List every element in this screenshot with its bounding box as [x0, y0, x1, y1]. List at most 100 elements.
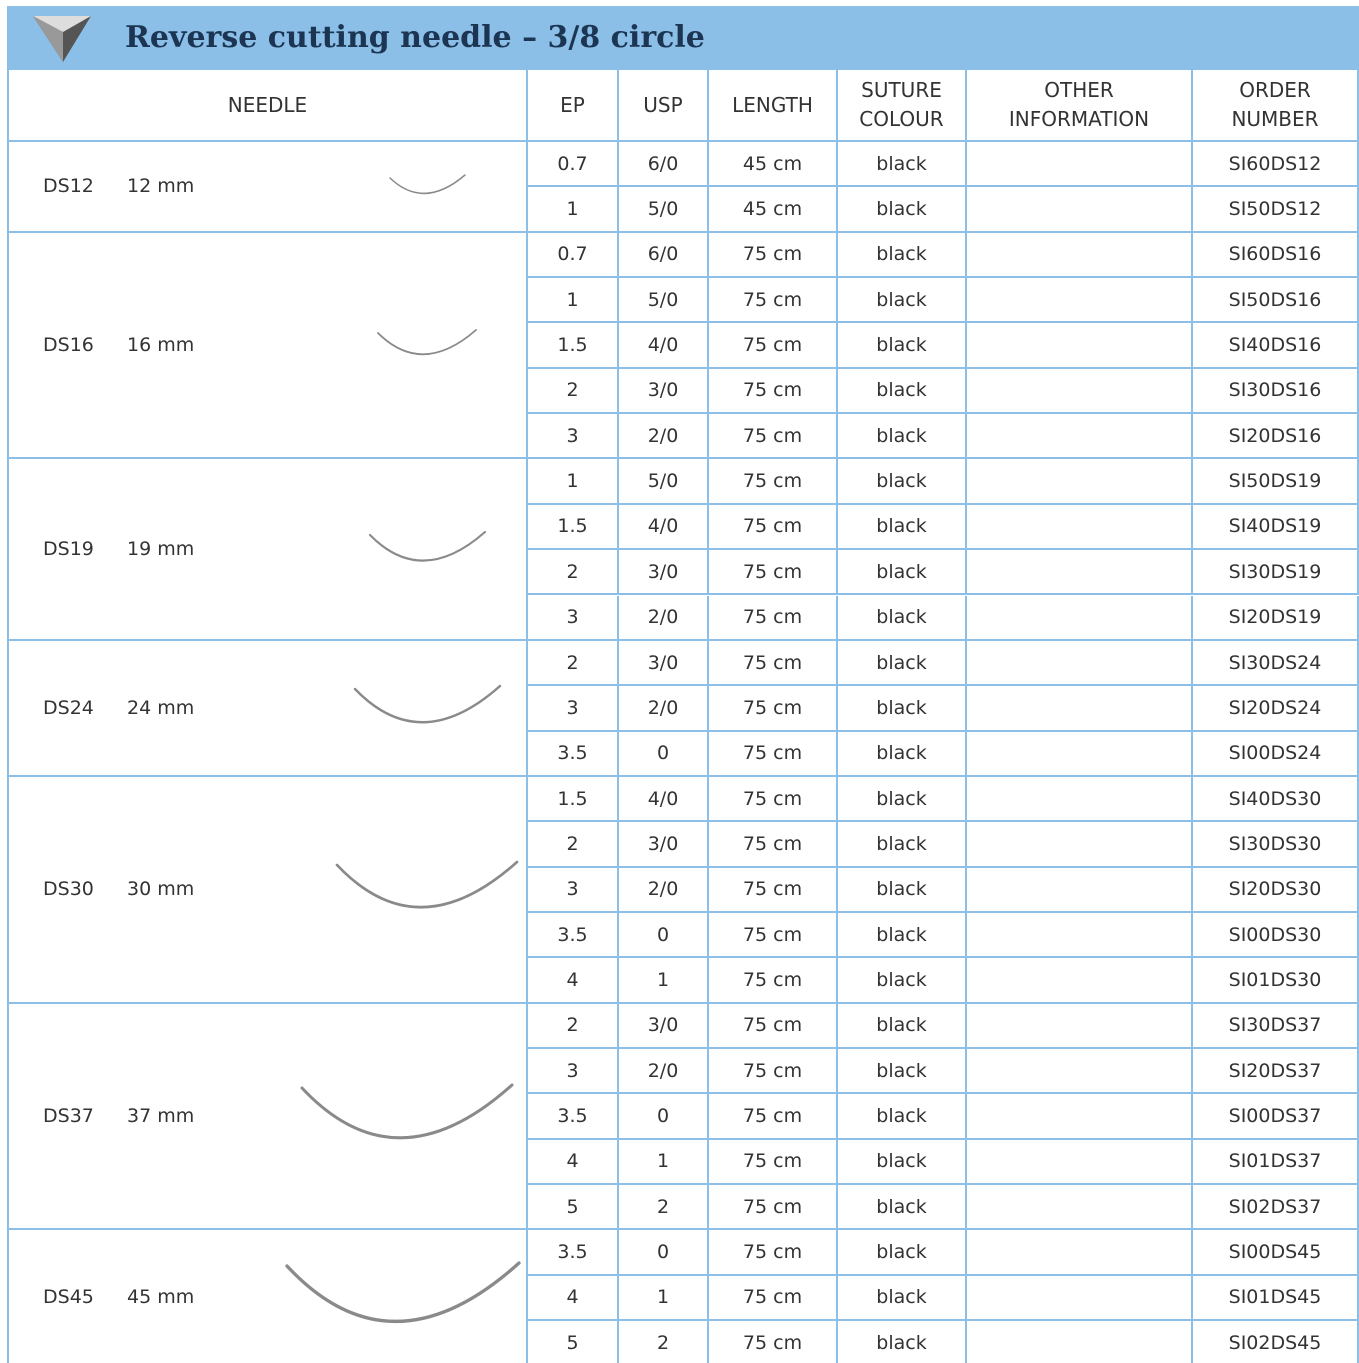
length: 75 cm: [742, 1059, 803, 1082]
length-cell: 75 cm: [709, 550, 838, 596]
suture-colour-cell: black: [838, 776, 967, 823]
ep: 3: [566, 878, 579, 901]
suture-colour-cell: black: [838, 368, 967, 415]
ep: 1.5: [557, 334, 588, 357]
length: 75 cm: [742, 1331, 803, 1354]
usp: 4/0: [647, 787, 679, 810]
usp-cell: 6/0: [619, 142, 709, 188]
suture-colour-cell: black: [838, 187, 967, 233]
suture-colour: black: [876, 878, 927, 901]
usp-cell: 0: [619, 1094, 709, 1140]
table: NEEDLE EP USP LENGTH SUTURE COLOUR OTHER INFO…: [0, 70, 1359, 1363]
other-information-cell: [967, 550, 1193, 596]
ep-cell: 1.5: [528, 504, 619, 551]
order-number-cell: SI30DS16: [1193, 368, 1359, 415]
order-number-cell: SI00DS24: [1193, 731, 1359, 777]
length-cell: 75 cm: [709, 278, 838, 324]
header-text: EP: [560, 92, 585, 117]
ep-cell: 0.7: [528, 232, 619, 279]
usp-cell: 4/0: [619, 504, 709, 551]
needle-image: [335, 860, 519, 909]
length-cell: 45 cm: [709, 187, 838, 233]
usp: 0: [656, 1241, 670, 1264]
ep-cell: 4: [528, 1275, 619, 1322]
title-bar: Reverse cutting needle – 3/8 circle: [7, 6, 1359, 70]
suture-colour-cell: black: [838, 912, 967, 959]
usp: 0: [656, 1105, 670, 1128]
suture-colour: black: [876, 1286, 927, 1309]
usp: 6/0: [647, 243, 679, 266]
suture-colour: black: [876, 515, 927, 538]
usp: 3/0: [647, 379, 679, 402]
needle-image: [368, 530, 486, 562]
usp: 0: [656, 923, 670, 946]
usp: 4/0: [647, 334, 679, 357]
order-number: SI30DS16: [1228, 379, 1322, 402]
suture-colour: black: [876, 1014, 927, 1037]
length: 75 cm: [742, 1286, 803, 1309]
length-cell: 75 cm: [709, 822, 838, 868]
order-number: SI50DS16: [1228, 288, 1322, 311]
other-information-cell: [967, 278, 1193, 324]
ep-cell: 3.5: [528, 1094, 619, 1140]
length-cell: 75 cm: [709, 1003, 838, 1049]
length-cell: 75 cm: [709, 1094, 838, 1140]
usp: 2/0: [647, 1059, 679, 1082]
ep: 4: [566, 1286, 579, 1309]
order-number-cell: SI60DS12: [1193, 142, 1359, 188]
ep-cell: 5: [528, 1185, 619, 1231]
ep: 1.5: [557, 787, 588, 810]
ep: 1: [566, 198, 579, 221]
column-header: LENGTH: [709, 70, 838, 142]
other-information-cell: [967, 1185, 1193, 1231]
order-number-cell: SI00DS37: [1193, 1094, 1359, 1140]
order-number: SI20DS19: [1228, 606, 1322, 629]
order-number: SI40DS30: [1228, 787, 1322, 810]
usp: 5/0: [647, 288, 679, 311]
ep: 3: [566, 606, 579, 629]
order-number-cell: SI01DS37: [1193, 1139, 1359, 1186]
length: 75 cm: [742, 334, 803, 357]
suture-colour: black: [876, 152, 927, 175]
usp-cell: 1: [619, 1139, 709, 1186]
usp: 5/0: [647, 470, 679, 493]
usp: 2/0: [647, 606, 679, 629]
needle-size: 16 mm: [127, 334, 195, 357]
suture-colour: black: [876, 606, 927, 629]
ep-cell: 5: [528, 1321, 619, 1363]
length: 75 cm: [742, 742, 803, 765]
suture-colour-cell: black: [838, 232, 967, 279]
ep: 1.5: [557, 515, 588, 538]
needle-size: 30 mm: [127, 878, 195, 901]
other-information-cell: [967, 1275, 1193, 1322]
suture-colour-cell: black: [838, 595, 967, 641]
header-text: LENGTH: [732, 92, 813, 117]
length-cell: 75 cm: [709, 958, 838, 1004]
usp-cell: 1: [619, 1275, 709, 1322]
length: 75 cm: [742, 1241, 803, 1264]
usp: 2/0: [647, 878, 679, 901]
length: 75 cm: [742, 243, 803, 266]
suture-colour-cell: black: [838, 1275, 967, 1322]
length-cell: 75 cm: [709, 1321, 838, 1363]
order-number-cell: SI20DS37: [1193, 1049, 1359, 1095]
order-number-cell: SI20DS24: [1193, 686, 1359, 732]
other-information-cell: [967, 958, 1193, 1004]
usp: 1: [656, 1286, 670, 1309]
usp-cell: 5/0: [619, 187, 709, 233]
usp: 3/0: [647, 651, 679, 674]
ep-cell: 3: [528, 686, 619, 732]
ep: 4: [566, 1150, 579, 1173]
suture-colour: black: [876, 1241, 927, 1264]
order-number-cell: SI02DS45: [1193, 1321, 1359, 1363]
suture-colour: black: [876, 1059, 927, 1082]
ep-cell: 0.7: [528, 142, 619, 188]
order-number-cell: SI02DS37: [1193, 1185, 1359, 1231]
suture-colour: black: [876, 424, 927, 447]
other-information-cell: [967, 686, 1193, 732]
order-number-cell: SI60DS16: [1193, 232, 1359, 279]
order-number: SI01DS45: [1228, 1286, 1322, 1309]
ep-cell: 3: [528, 867, 619, 913]
order-number-cell: SI50DS16: [1193, 278, 1359, 324]
column-header: SUTURE COLOUR: [838, 70, 967, 142]
